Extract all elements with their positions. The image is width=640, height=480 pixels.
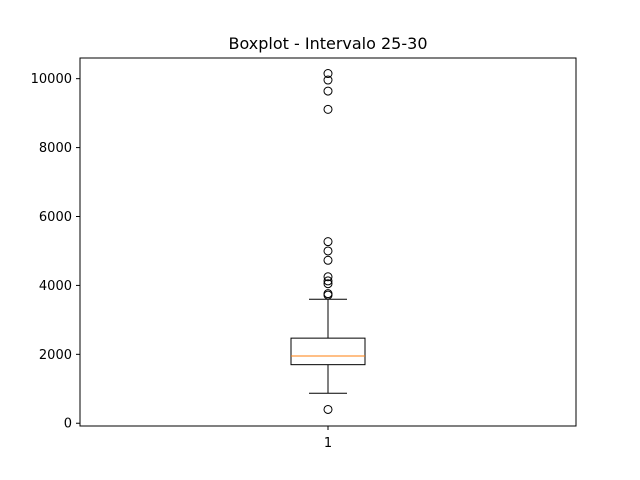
y-tick-label: 10000 xyxy=(31,72,72,87)
outlier-point xyxy=(323,272,333,282)
outlier-point xyxy=(323,279,333,289)
y-tick-label: 2000 xyxy=(39,348,72,363)
y-tick-label: 0 xyxy=(64,417,72,432)
plot-area: 0 2000 4000 6000 8000 10000 1 xyxy=(31,57,577,451)
outlier-point xyxy=(323,246,333,256)
outlier-point xyxy=(323,404,333,414)
y-tick-label: 4000 xyxy=(39,279,72,294)
chart-title: Boxplot - Intervalo 25-30 xyxy=(229,34,428,53)
x-tick-label: 1 xyxy=(324,436,332,451)
y-tick-label: 6000 xyxy=(39,210,72,225)
outlier-point xyxy=(323,237,333,247)
y-tick-label: 8000 xyxy=(39,141,72,156)
outlier-point xyxy=(323,75,333,85)
iqr-box xyxy=(290,337,366,366)
outlier-point xyxy=(323,86,333,96)
outlier-point xyxy=(323,255,333,265)
outlier-point xyxy=(323,69,333,79)
outlier-point xyxy=(323,104,333,114)
outlier-point xyxy=(323,276,333,286)
outlier-point xyxy=(323,289,333,299)
